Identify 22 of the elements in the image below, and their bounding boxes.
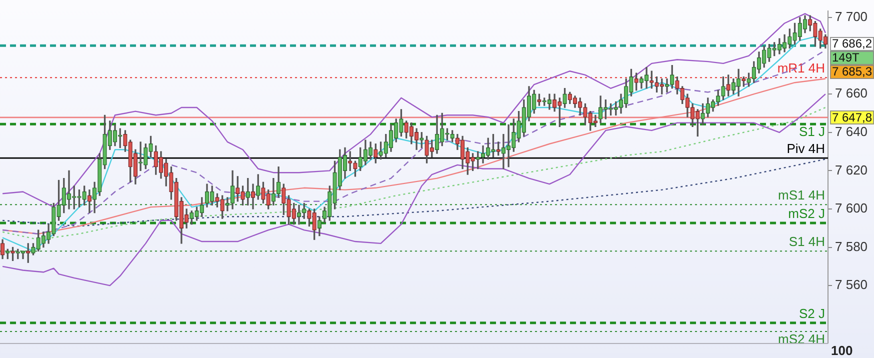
ref-line-label: S1 J bbox=[798, 124, 825, 140]
candlestick bbox=[664, 78, 670, 93]
text: 7 685,3 bbox=[832, 64, 872, 79]
candlestick bbox=[66, 170, 72, 210]
text: 149T bbox=[832, 50, 860, 65]
y-tick-label: 7 580 bbox=[835, 238, 868, 254]
text: 100 bbox=[831, 343, 853, 358]
ref-line-label: S2 J bbox=[798, 306, 825, 321]
y-tick-label: 7 700 bbox=[835, 9, 868, 24]
y-tick-label: 7 560 bbox=[835, 277, 868, 292]
ref-line-label: S1 4H bbox=[788, 234, 825, 250]
y-tick-label: 7 600 bbox=[835, 200, 868, 216]
ref-line-label: Piv 4H bbox=[786, 141, 825, 156]
ref-line-label: mS2 J bbox=[788, 206, 825, 222]
line-series bbox=[2, 158, 826, 227]
annotation: 7 647,8 bbox=[832, 110, 872, 124]
y-tick-label: 7 660 bbox=[835, 86, 868, 101]
y-tick-label: 7 620 bbox=[835, 162, 868, 178]
annotation: 7 686,2 bbox=[832, 36, 872, 51]
ref-line-label: mR1 4H bbox=[777, 60, 825, 76]
y-tick-label: 7 640 bbox=[835, 124, 868, 139]
ref-line-label: mS1 4H bbox=[778, 188, 825, 203]
